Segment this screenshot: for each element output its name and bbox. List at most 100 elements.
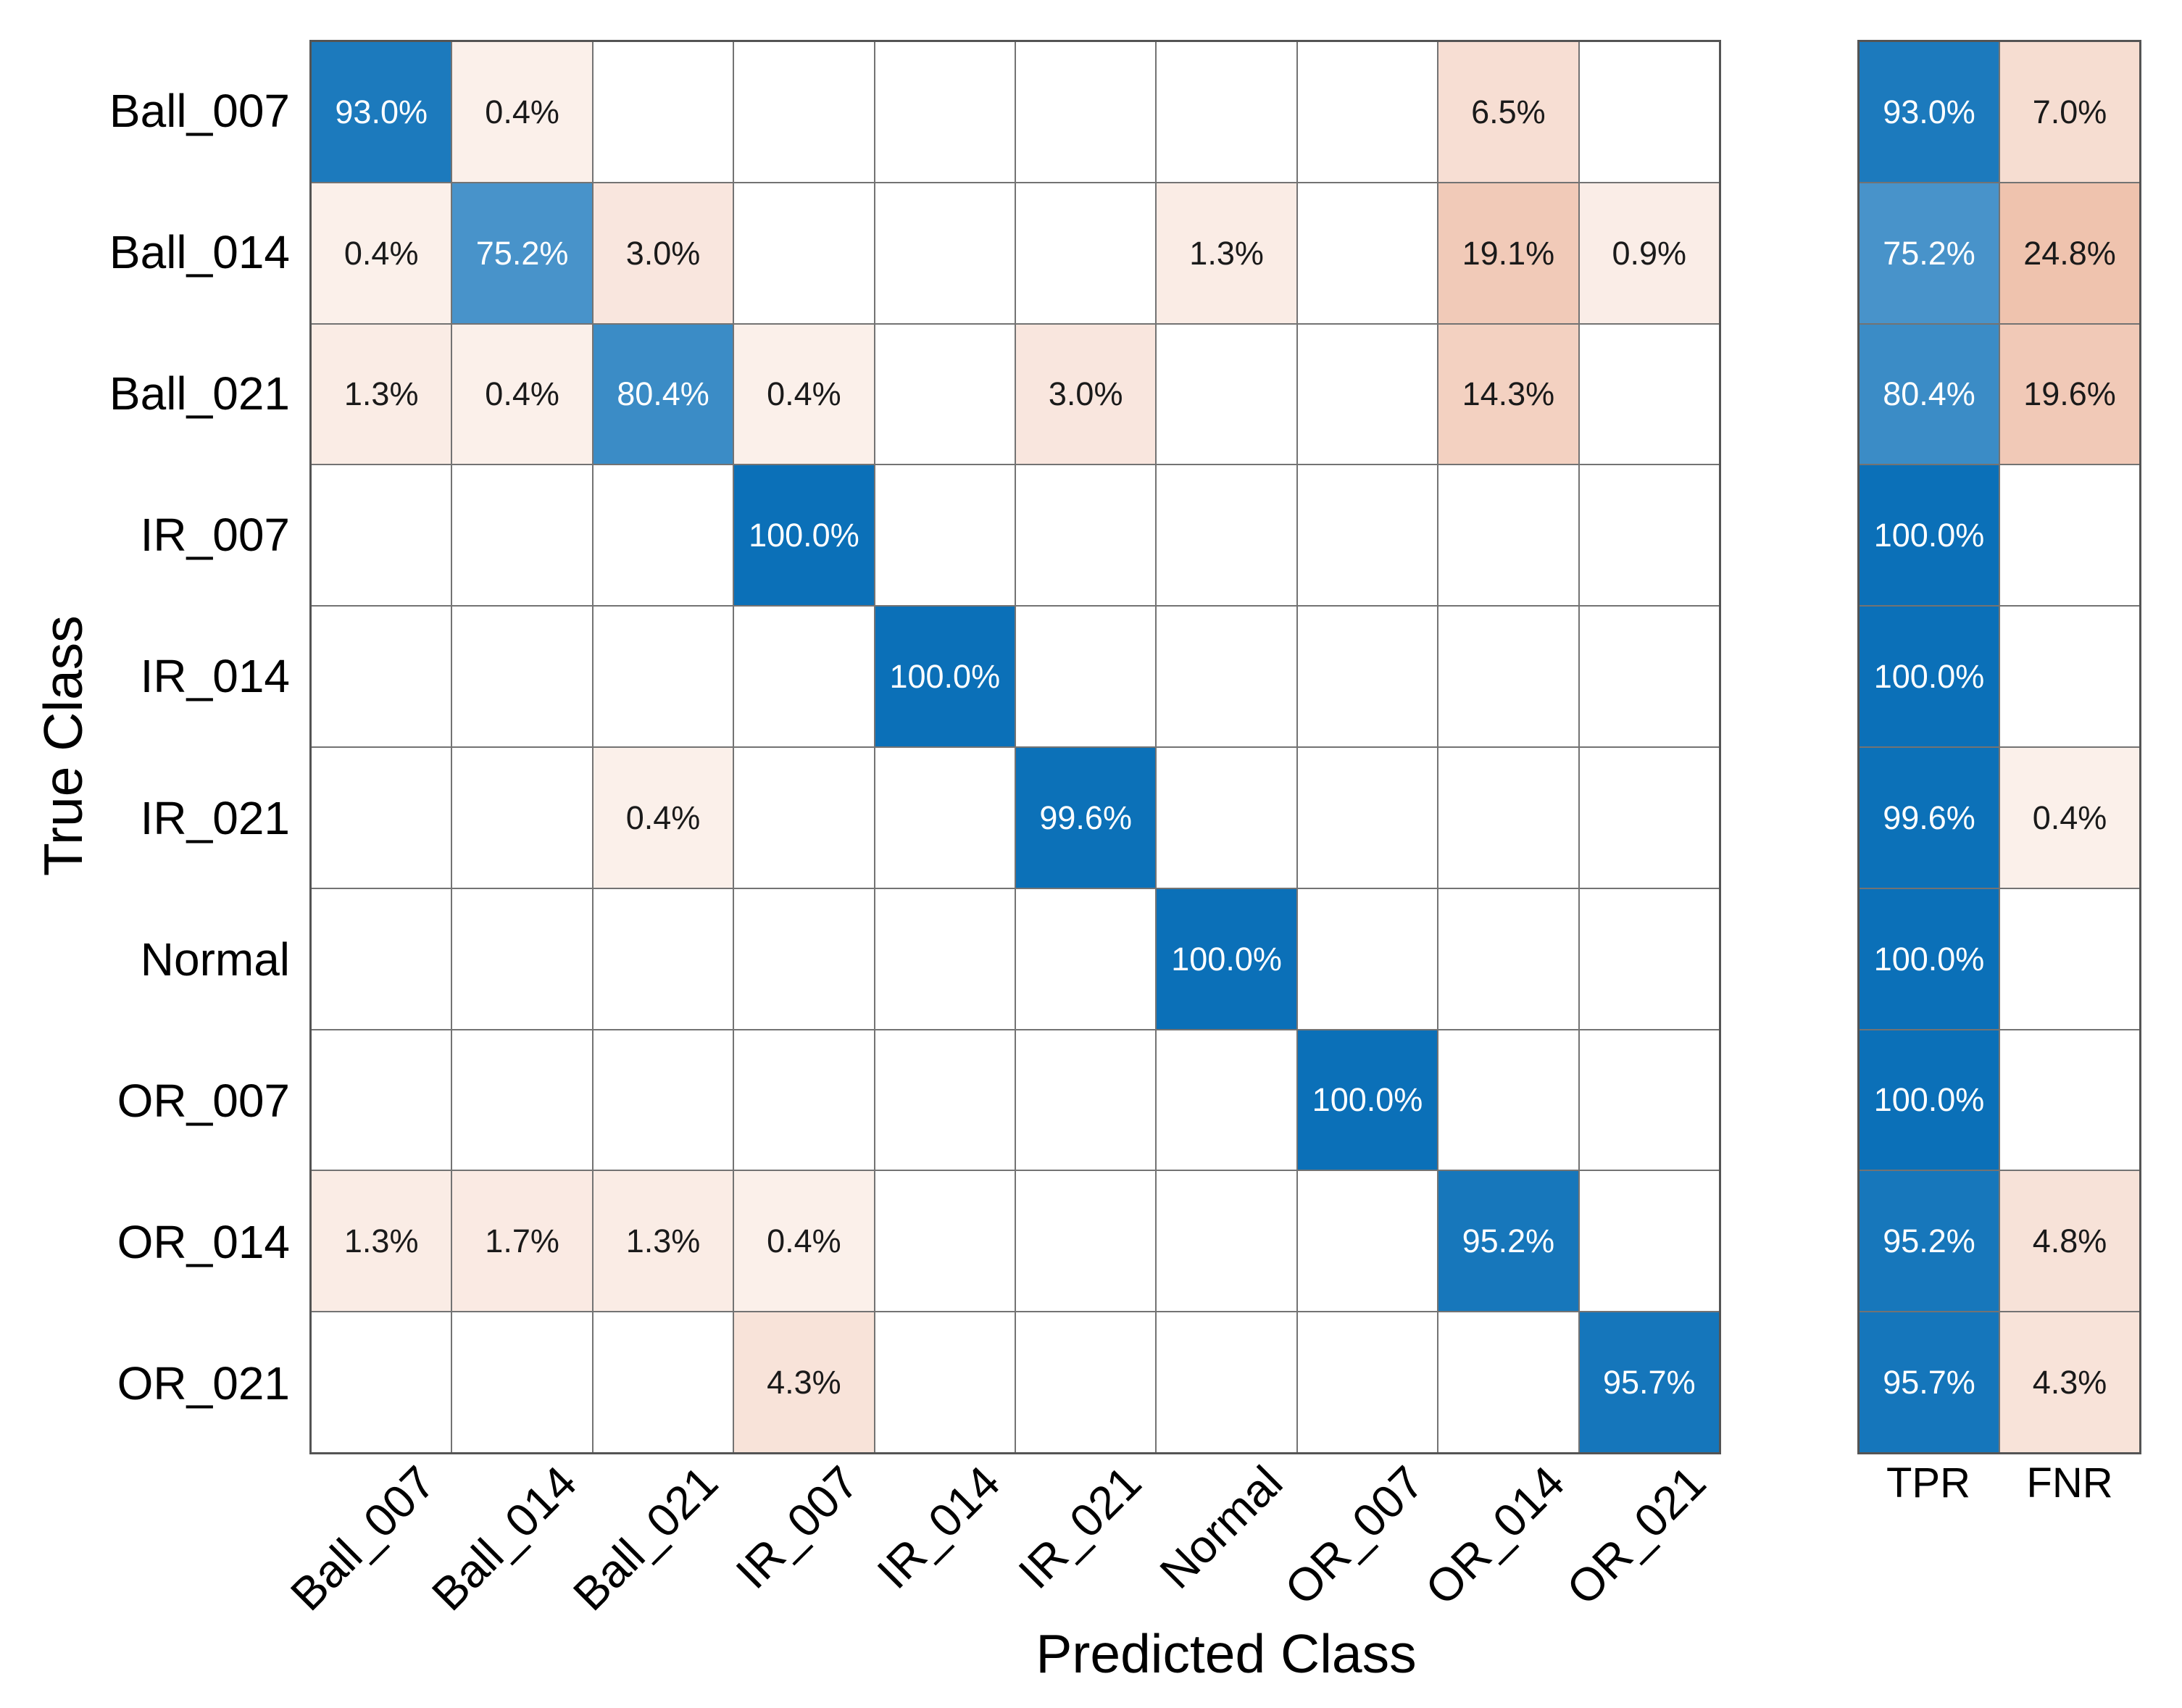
fnr-cell: 24.8% bbox=[2000, 183, 2139, 323]
matrix-cell bbox=[1297, 748, 1438, 888]
matrix-cell: 3.0% bbox=[593, 183, 733, 323]
matrix-cell bbox=[734, 183, 874, 323]
matrix-cell bbox=[312, 748, 451, 888]
matrix-cell bbox=[312, 888, 451, 1029]
matrix-cell: 95.7% bbox=[1579, 1312, 1719, 1452]
matrix-cell: 0.4% bbox=[734, 324, 874, 465]
matrix-cell: 1.7% bbox=[452, 1171, 592, 1312]
matrix-cell bbox=[1579, 465, 1719, 606]
matrix-cell bbox=[1579, 1171, 1719, 1312]
matrix-cell: 1.3% bbox=[312, 1171, 451, 1312]
matrix-cell: 3.0% bbox=[1015, 324, 1156, 465]
confusion-matrix-grid: 93.0% 0.4% 6.5% 0.4% 75.2% 3.0% 1.3% 19.1% 0.9% 1… bbox=[309, 40, 1721, 1454]
matrix-cell: 0.4% bbox=[593, 748, 733, 888]
matrix-cell bbox=[1579, 888, 1719, 1029]
y-tick-label: Ball_021 bbox=[109, 367, 290, 420]
matrix-cell bbox=[593, 888, 733, 1029]
matrix-cell bbox=[1157, 465, 1296, 606]
matrix-cell bbox=[1157, 324, 1296, 465]
matrix-cell bbox=[1579, 42, 1719, 182]
matrix-cell: 0.4% bbox=[452, 324, 592, 465]
matrix-cell bbox=[734, 888, 874, 1029]
tpr-cell: 100.0% bbox=[1860, 607, 1999, 746]
fnr-cell: 4.8% bbox=[2000, 1171, 2139, 1312]
matrix-cell bbox=[1297, 183, 1438, 323]
x-axis-label: Predicted Class bbox=[1036, 1623, 1417, 1684]
matrix-cell: 95.2% bbox=[1438, 1171, 1578, 1312]
matrix-cell bbox=[1015, 607, 1156, 746]
y-tick-label: Ball_007 bbox=[109, 84, 290, 137]
fnr-cell bbox=[2000, 888, 2139, 1029]
matrix-cell bbox=[312, 465, 451, 606]
x-tick-label: Ball_021 bbox=[563, 1456, 728, 1621]
matrix-cell bbox=[593, 607, 733, 746]
matrix-cell bbox=[1579, 324, 1719, 465]
matrix-cell bbox=[452, 607, 592, 746]
x-tick-label: Normal bbox=[1149, 1456, 1293, 1599]
matrix-cell bbox=[1579, 607, 1719, 746]
matrix-cell bbox=[875, 748, 1015, 888]
matrix-cell bbox=[875, 465, 1015, 606]
fnr-cell bbox=[2000, 1030, 2139, 1170]
matrix-cell bbox=[1438, 1030, 1578, 1170]
matrix-cell: 80.4% bbox=[593, 324, 733, 465]
matrix-cell bbox=[875, 324, 1015, 465]
matrix-cell bbox=[312, 607, 451, 746]
matrix-cell bbox=[875, 1312, 1015, 1452]
matrix-cell bbox=[312, 1312, 451, 1452]
matrix-cell: 100.0% bbox=[734, 465, 874, 606]
x-tick-label: Ball_014 bbox=[422, 1456, 587, 1621]
matrix-cell bbox=[593, 465, 733, 606]
y-tick-label: OR_021 bbox=[117, 1357, 290, 1410]
fnr-cell: 4.3% bbox=[2000, 1312, 2139, 1452]
y-tick-label: OR_014 bbox=[117, 1216, 290, 1269]
fnr-column-label: FNR bbox=[2026, 1459, 2113, 1507]
matrix-cell bbox=[1438, 1312, 1578, 1452]
matrix-cell: 1.3% bbox=[1157, 183, 1296, 323]
matrix-cell bbox=[875, 183, 1015, 323]
matrix-cell bbox=[734, 607, 874, 746]
tpr-cell: 99.6% bbox=[1860, 748, 1999, 888]
matrix-cell bbox=[1438, 607, 1578, 746]
y-tick-labels: Ball_007 Ball_014 Ball_021 IR_007 IR_014 IR_0… bbox=[0, 40, 290, 1454]
tpr-fnr-summary-grid: 93.0% 7.0% 75.2% 24.8% 80.4% 19.6% 100.0% 100.0… bbox=[1857, 40, 2141, 1454]
fnr-cell: 19.6% bbox=[2000, 324, 2139, 465]
matrix-cell bbox=[1438, 465, 1578, 606]
matrix-cell: 14.3% bbox=[1438, 324, 1578, 465]
matrix-cell bbox=[1297, 607, 1438, 746]
matrix-cell bbox=[1297, 324, 1438, 465]
x-tick-label: OR_007 bbox=[1274, 1456, 1434, 1615]
matrix-cell: 6.5% bbox=[1438, 42, 1578, 182]
tpr-cell: 80.4% bbox=[1860, 324, 1999, 465]
matrix-cell bbox=[593, 1030, 733, 1170]
matrix-cell: 100.0% bbox=[875, 607, 1015, 746]
tpr-cell: 95.2% bbox=[1860, 1171, 1999, 1312]
matrix-cell bbox=[1438, 748, 1578, 888]
matrix-cell bbox=[452, 748, 592, 888]
matrix-cell bbox=[1157, 1312, 1296, 1452]
matrix-cell: 1.3% bbox=[312, 324, 451, 465]
tpr-column-label: TPR bbox=[1886, 1459, 1970, 1507]
matrix-cell: 0.4% bbox=[452, 42, 592, 182]
matrix-cell bbox=[875, 42, 1015, 182]
matrix-cell bbox=[1297, 1171, 1438, 1312]
matrix-cell bbox=[1015, 465, 1156, 606]
matrix-cell bbox=[1015, 888, 1156, 1029]
matrix-cell bbox=[593, 42, 733, 182]
y-tick-label: IR_014 bbox=[140, 650, 290, 703]
fnr-cell bbox=[2000, 607, 2139, 746]
matrix-cell bbox=[1015, 42, 1156, 182]
y-tick-label: OR_007 bbox=[117, 1074, 290, 1127]
matrix-cell bbox=[1015, 1171, 1156, 1312]
fnr-cell: 7.0% bbox=[2000, 42, 2139, 182]
matrix-cell bbox=[734, 748, 874, 888]
matrix-cell: 19.1% bbox=[1438, 183, 1578, 323]
x-tick-label: Ball_007 bbox=[280, 1456, 446, 1621]
matrix-cell: 0.9% bbox=[1579, 183, 1719, 323]
fnr-cell bbox=[2000, 465, 2139, 606]
x-tick-label: IR_021 bbox=[1008, 1456, 1152, 1599]
matrix-cell: 4.3% bbox=[734, 1312, 874, 1452]
matrix-cell: 99.6% bbox=[1015, 748, 1156, 888]
matrix-cell bbox=[1579, 1030, 1719, 1170]
matrix-cell: 93.0% bbox=[312, 42, 451, 182]
